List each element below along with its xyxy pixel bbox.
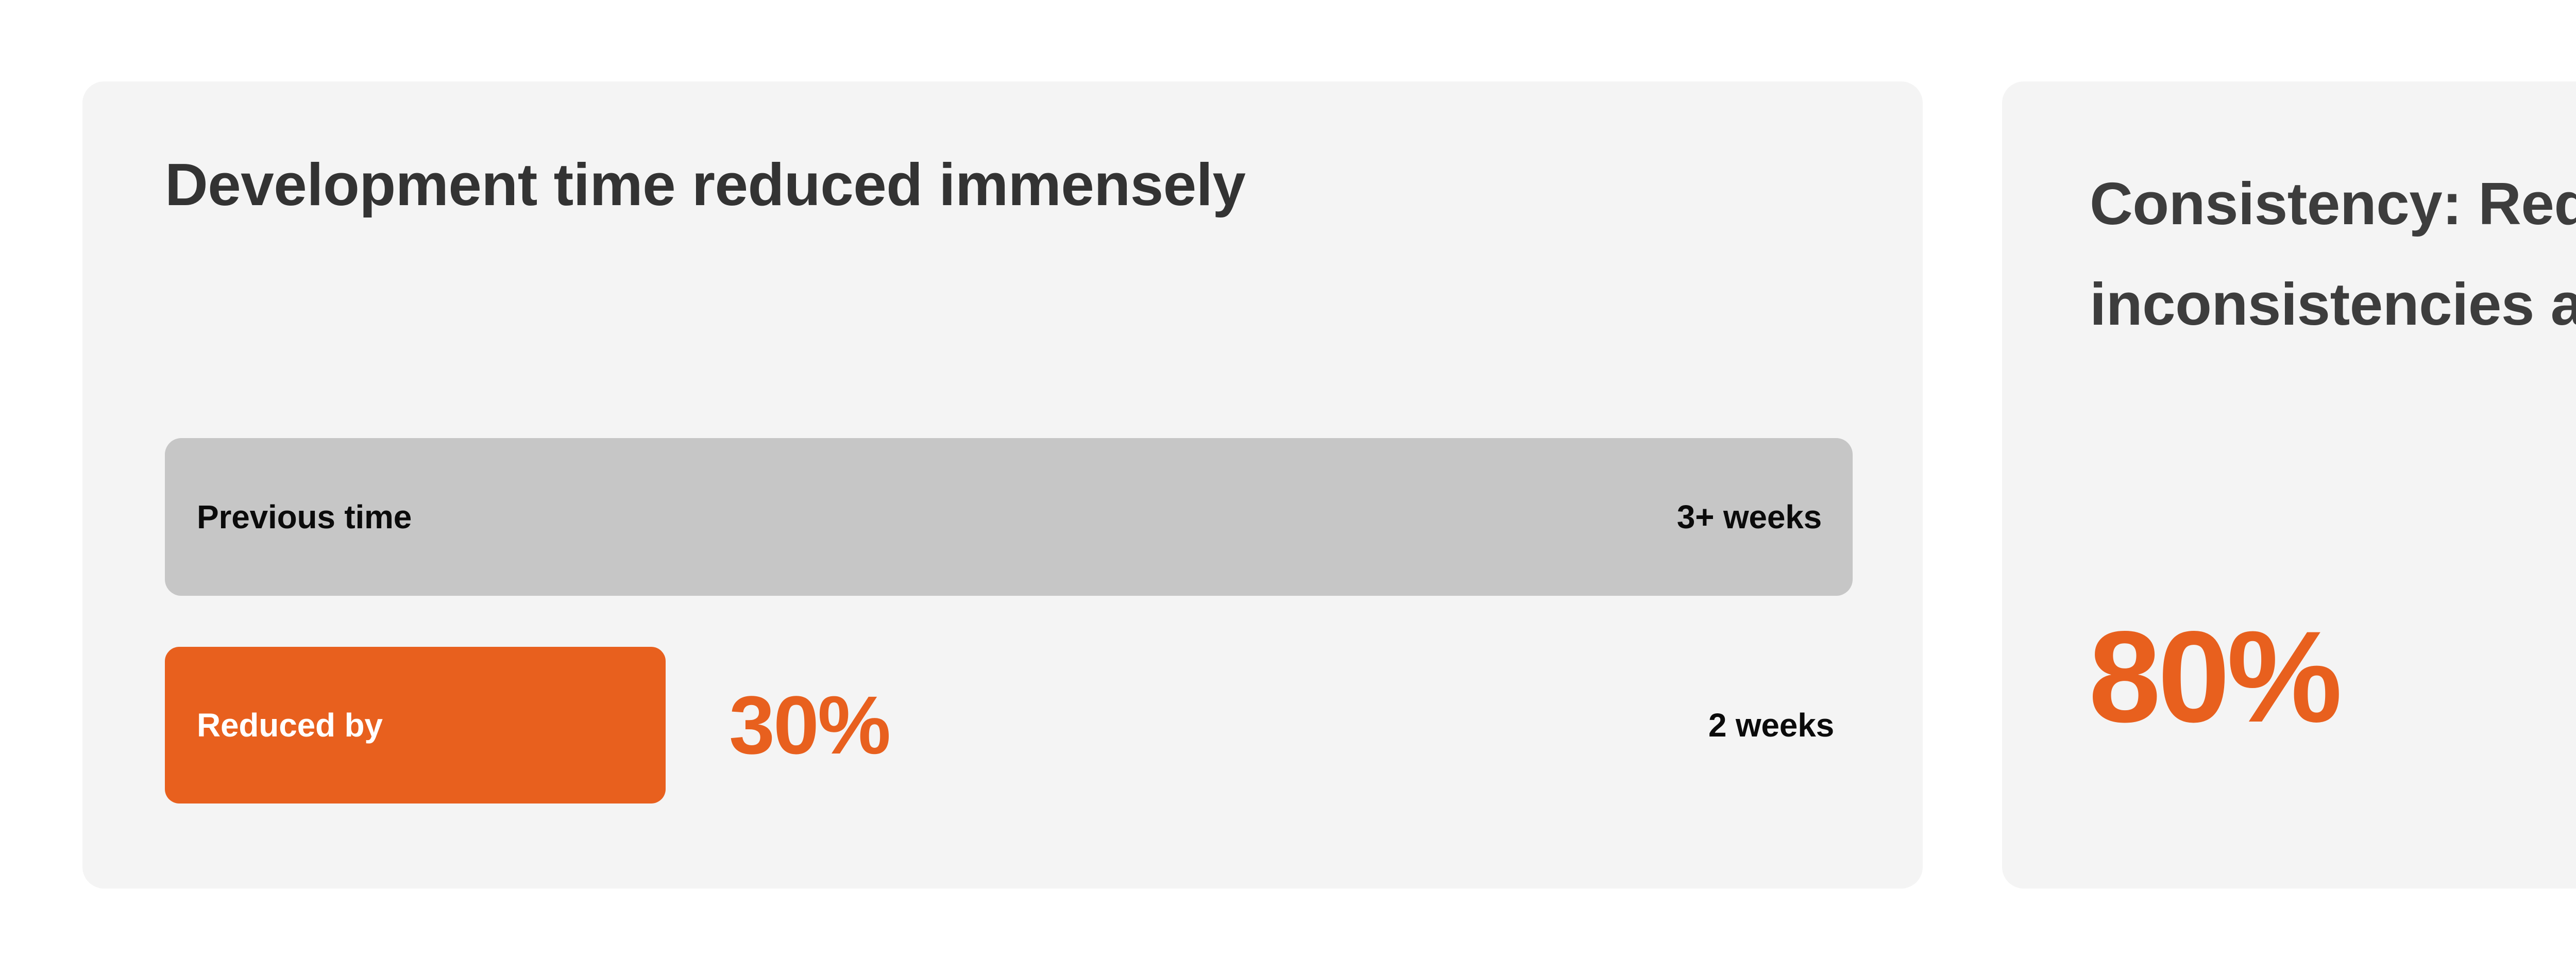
reduced-by-percent: 30% — [729, 679, 891, 771]
reduced-time-value: 2 weeks — [1708, 707, 1834, 744]
previous-time-label: Previous time — [197, 498, 412, 535]
development-time-card: Development time reduced immensely Previ… — [82, 81, 1923, 889]
consistency-stat-value: 80% — [2089, 605, 2342, 749]
previous-time-value: 3+ weeks — [1676, 498, 1822, 535]
consistency-card: Consistency: Reduced visual and function… — [2002, 81, 2576, 889]
consistency-card-title: Consistency: Reduced visual and function… — [2090, 170, 2576, 338]
previous-time-bar: Previous time 3+ weeks — [165, 438, 1853, 596]
reduced-by-pill: Reduced by — [165, 647, 666, 803]
reduced-by-label: Reduced by — [197, 707, 383, 744]
reduced-time-row: Reduced by 30% 2 weeks — [165, 647, 1853, 803]
development-time-card-title: Development time reduced immensely — [165, 151, 1246, 218]
